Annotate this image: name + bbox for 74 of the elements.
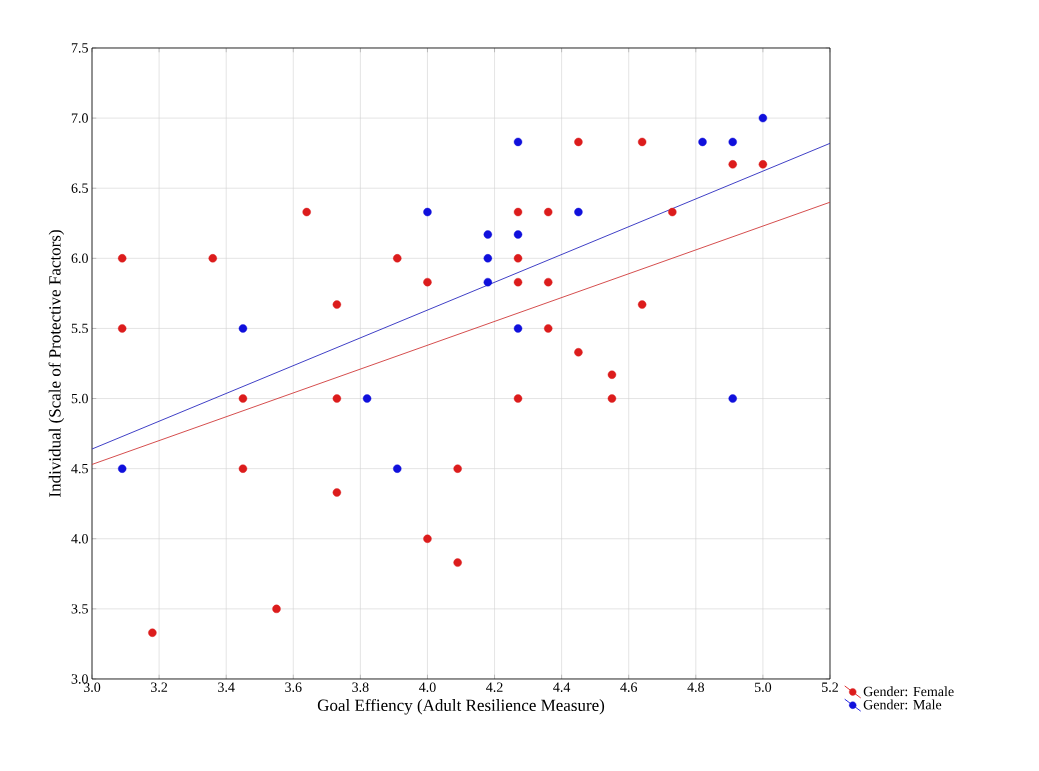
point xyxy=(423,277,432,287)
legend-label: Gender: Female xyxy=(863,686,954,697)
point xyxy=(393,464,402,473)
point xyxy=(483,277,493,287)
x-tick-label: 3.8 xyxy=(352,682,369,693)
point xyxy=(483,254,493,263)
point xyxy=(728,137,737,147)
point xyxy=(513,207,523,217)
point xyxy=(637,137,647,147)
y-tick-label: 6.0 xyxy=(71,253,88,264)
point xyxy=(362,394,372,403)
y-axis-title: Individual (Scale of Protective Factors) xyxy=(48,230,65,497)
point xyxy=(607,370,617,379)
point xyxy=(118,464,127,473)
point xyxy=(393,254,402,263)
x-tick-label: 4.0 xyxy=(418,682,436,693)
x-tick-label: 3.4 xyxy=(218,682,235,692)
y-tick-label: 5.0 xyxy=(71,393,88,404)
x-axis-title: Goal Effiency (Adult Resilience Measure) xyxy=(317,698,605,715)
point xyxy=(423,534,432,543)
point xyxy=(698,137,707,147)
point xyxy=(513,230,523,239)
x-tick-label: 4.6 xyxy=(620,682,638,692)
point xyxy=(483,230,493,239)
x-tick-label: 4.4 xyxy=(553,682,571,692)
point xyxy=(544,207,553,217)
y-tick-label: 4.0 xyxy=(71,534,88,544)
point xyxy=(332,394,342,403)
point xyxy=(453,464,462,473)
y-tick-label: 7.5 xyxy=(71,43,88,53)
y-tick-label: 5.5 xyxy=(71,323,88,334)
y-tick-label: 6.5 xyxy=(71,183,88,193)
legend-label: Gender: Male xyxy=(863,699,942,710)
point xyxy=(544,277,553,287)
point xyxy=(758,113,768,123)
point xyxy=(637,300,647,309)
point xyxy=(332,300,342,309)
point xyxy=(574,348,583,357)
y-tick-label: 3.5 xyxy=(71,604,88,614)
point xyxy=(148,628,157,637)
point xyxy=(118,254,127,263)
point xyxy=(544,324,553,333)
point xyxy=(513,394,523,403)
x-tick-label: 4.8 xyxy=(687,682,705,693)
x-tick-label: 5.2 xyxy=(822,682,838,692)
point xyxy=(607,394,617,403)
point xyxy=(513,137,523,147)
point xyxy=(728,394,737,403)
point xyxy=(513,277,523,287)
y-tick-label: 3.0 xyxy=(71,674,88,684)
x-tick-label: 3.6 xyxy=(285,682,302,692)
point xyxy=(574,137,583,147)
point xyxy=(238,464,248,473)
x-tick-label: 3.0 xyxy=(83,682,101,693)
point xyxy=(453,558,462,567)
point xyxy=(758,160,768,169)
point xyxy=(668,207,677,217)
point xyxy=(238,324,248,333)
x-tick-label: 4.2 xyxy=(486,682,503,692)
point xyxy=(272,604,281,614)
point xyxy=(728,160,737,169)
point xyxy=(332,488,342,497)
point xyxy=(208,254,217,263)
point xyxy=(513,254,523,263)
y-tick-label: 4.5 xyxy=(71,463,88,474)
x-tick-label: 5.0 xyxy=(754,682,772,693)
point xyxy=(423,207,432,217)
point xyxy=(118,324,127,333)
point xyxy=(238,394,248,403)
x-tick-label: 3.2 xyxy=(151,682,168,692)
point xyxy=(302,207,311,217)
point xyxy=(513,324,523,333)
y-tick-label: 7.0 xyxy=(71,113,88,123)
point xyxy=(574,207,583,217)
